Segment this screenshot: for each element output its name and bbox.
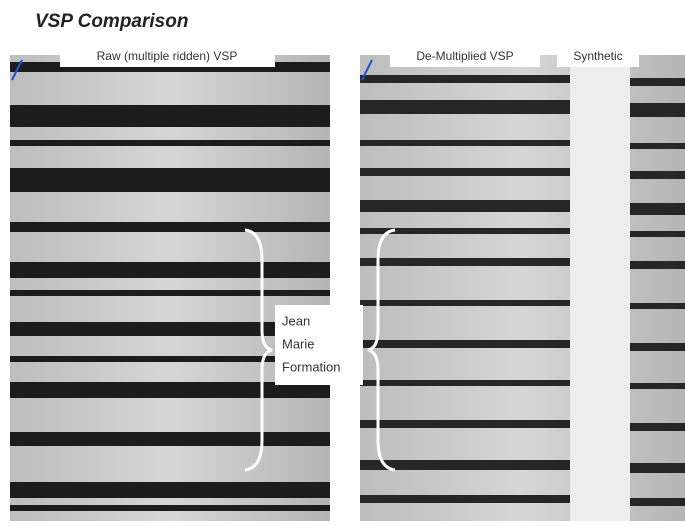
seismic-band <box>630 423 685 431</box>
seismic-band <box>360 140 570 146</box>
seismic-band <box>630 498 685 506</box>
seismic-band <box>360 495 570 503</box>
seismic-band <box>630 303 685 309</box>
figure: VSP Comparison Raw (multiple ridden) VSP… <box>0 0 685 521</box>
seismic-band <box>10 505 330 511</box>
seismic-band <box>10 432 330 446</box>
title: VSP Comparison <box>35 11 188 32</box>
synthetic-strip <box>570 60 630 521</box>
synthetic-label: Synthetic <box>573 49 622 63</box>
seismic-band <box>10 290 330 296</box>
page: VSP Comparison Raw (multiple ridden) VSP… <box>0 0 685 521</box>
seismic-band <box>10 262 330 278</box>
seismic-band <box>630 143 685 149</box>
seismic-band <box>360 168 570 176</box>
seismic-band <box>10 140 330 146</box>
annotation-line: Formation <box>282 359 341 374</box>
seismic-band <box>360 200 570 212</box>
seismic-band <box>630 343 685 351</box>
seismic-band <box>10 482 330 498</box>
seismic-band <box>10 105 330 127</box>
seismic-band <box>360 75 570 83</box>
seismic-band <box>360 258 570 266</box>
seismic-band <box>630 383 685 389</box>
annotation-line: Marie <box>282 336 315 351</box>
panel-label: Raw (multiple ridden) VSP <box>97 49 238 63</box>
seismic-band <box>630 171 685 179</box>
seismic-band <box>630 78 685 86</box>
seismic-band <box>10 168 330 192</box>
seismic-band <box>360 100 570 114</box>
seismic-band <box>630 261 685 269</box>
panel-label: De-Multiplied VSP <box>416 49 513 63</box>
right-panel <box>360 55 685 521</box>
seismic-band <box>630 231 685 237</box>
annotation-line: Jean <box>282 313 310 328</box>
seismic-band <box>360 340 570 348</box>
seismic-band <box>630 103 685 117</box>
seismic-band <box>10 222 330 232</box>
seismic-band <box>630 203 685 215</box>
seismic-band <box>360 420 570 428</box>
seismic-band <box>360 380 570 386</box>
seismic-band <box>360 300 570 306</box>
seismic-band <box>630 463 685 473</box>
